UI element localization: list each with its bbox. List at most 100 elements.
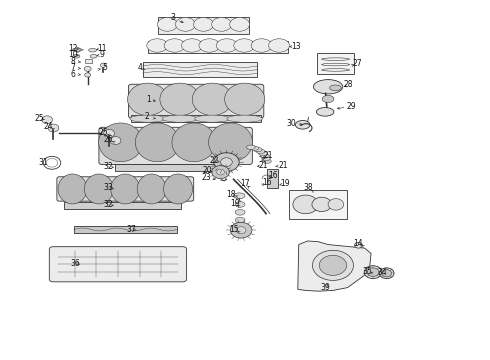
Text: 25: 25	[98, 128, 108, 137]
Ellipse shape	[364, 266, 382, 279]
Bar	[148, 41, 288, 53]
Text: 39: 39	[320, 283, 330, 292]
Ellipse shape	[246, 145, 255, 149]
Ellipse shape	[269, 39, 290, 52]
Ellipse shape	[217, 169, 224, 175]
Ellipse shape	[130, 115, 166, 122]
Text: 25: 25	[35, 114, 45, 123]
Text: 2: 2	[145, 112, 149, 121]
Ellipse shape	[251, 39, 272, 52]
Ellipse shape	[317, 108, 334, 116]
Text: 27: 27	[353, 59, 362, 68]
Text: 17: 17	[240, 179, 250, 188]
Ellipse shape	[157, 18, 177, 31]
Ellipse shape	[235, 210, 245, 215]
Bar	[131, 116, 261, 122]
Text: 21: 21	[278, 161, 288, 170]
Ellipse shape	[220, 158, 232, 166]
Bar	[85, 59, 92, 63]
Ellipse shape	[73, 54, 80, 58]
Text: 36: 36	[70, 259, 80, 268]
Ellipse shape	[322, 95, 334, 103]
Ellipse shape	[162, 115, 198, 122]
Text: 19: 19	[280, 179, 290, 188]
Ellipse shape	[104, 130, 115, 137]
Polygon shape	[298, 241, 371, 291]
Ellipse shape	[227, 115, 263, 122]
Ellipse shape	[195, 115, 230, 122]
Text: 26: 26	[103, 135, 113, 144]
Text: 24: 24	[44, 122, 53, 131]
Ellipse shape	[194, 18, 214, 31]
Ellipse shape	[212, 166, 229, 179]
Ellipse shape	[48, 124, 59, 132]
Text: 29: 29	[347, 102, 356, 111]
Text: 3: 3	[170, 13, 175, 22]
Text: 11: 11	[98, 44, 107, 53]
Ellipse shape	[182, 39, 202, 52]
Ellipse shape	[147, 39, 168, 52]
Text: 7: 7	[71, 63, 75, 72]
Ellipse shape	[90, 54, 97, 58]
Text: 38: 38	[304, 183, 313, 192]
Ellipse shape	[192, 83, 232, 116]
Bar	[64, 202, 181, 210]
Text: 34: 34	[377, 268, 387, 277]
Ellipse shape	[42, 116, 52, 124]
Ellipse shape	[98, 123, 143, 162]
Text: 10: 10	[68, 50, 78, 59]
Ellipse shape	[160, 83, 200, 116]
Bar	[158, 17, 248, 35]
Ellipse shape	[110, 136, 121, 144]
Text: 32: 32	[103, 162, 113, 171]
Ellipse shape	[89, 48, 97, 52]
Text: 16: 16	[262, 177, 272, 186]
Ellipse shape	[172, 123, 216, 162]
Ellipse shape	[253, 148, 262, 152]
Ellipse shape	[354, 242, 362, 248]
Ellipse shape	[382, 270, 392, 277]
Text: 6: 6	[71, 70, 75, 79]
Ellipse shape	[328, 199, 343, 210]
Ellipse shape	[312, 197, 331, 212]
Ellipse shape	[379, 268, 394, 279]
Ellipse shape	[230, 222, 252, 238]
Ellipse shape	[224, 83, 265, 116]
Text: 18: 18	[226, 190, 236, 199]
Ellipse shape	[164, 39, 185, 52]
Ellipse shape	[233, 193, 245, 199]
Ellipse shape	[100, 63, 106, 67]
Ellipse shape	[322, 69, 349, 71]
Ellipse shape	[137, 174, 166, 204]
Text: 19: 19	[230, 199, 240, 208]
Ellipse shape	[295, 121, 310, 129]
Ellipse shape	[175, 18, 196, 31]
Ellipse shape	[263, 159, 271, 163]
Ellipse shape	[293, 195, 318, 214]
Ellipse shape	[111, 174, 140, 204]
Ellipse shape	[230, 18, 249, 31]
Ellipse shape	[209, 123, 252, 162]
Ellipse shape	[250, 146, 259, 150]
Text: 9: 9	[100, 50, 105, 59]
Ellipse shape	[236, 226, 246, 234]
Ellipse shape	[84, 174, 113, 204]
Ellipse shape	[314, 80, 343, 94]
Text: 33: 33	[103, 183, 113, 192]
Text: 1: 1	[147, 95, 151, 104]
Ellipse shape	[73, 48, 80, 51]
Ellipse shape	[164, 174, 193, 204]
FancyBboxPatch shape	[49, 247, 187, 282]
Text: 12: 12	[68, 44, 78, 53]
Text: 37: 37	[127, 225, 137, 234]
Text: 4: 4	[138, 63, 143, 72]
Text: 21: 21	[259, 161, 269, 170]
Ellipse shape	[214, 153, 239, 171]
FancyBboxPatch shape	[128, 84, 264, 118]
Ellipse shape	[322, 58, 349, 60]
Text: 35: 35	[362, 267, 372, 276]
Bar	[267, 169, 278, 188]
Ellipse shape	[135, 123, 179, 162]
Ellipse shape	[256, 149, 265, 153]
Ellipse shape	[212, 18, 231, 31]
